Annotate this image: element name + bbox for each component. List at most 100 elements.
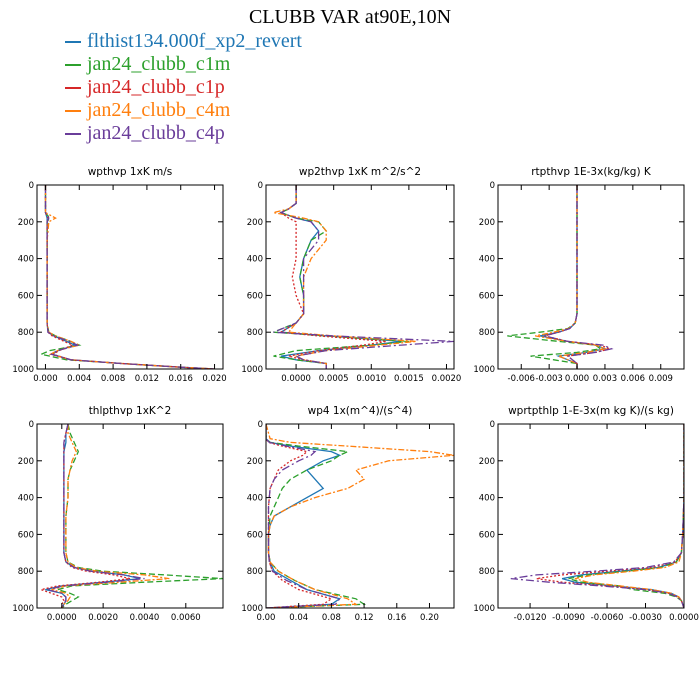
series-line <box>51 424 170 608</box>
chart-panel: wp2thvp 1xK m^2/s^2 0 200 400 600 800 1000 0.00… <box>241 166 461 384</box>
series-line <box>266 424 341 608</box>
y-tick-label: 1000 <box>241 365 263 375</box>
y-tick-label: 200 <box>479 457 495 467</box>
x-tick-label: 0.00 <box>257 613 276 623</box>
x-tick-label: 0.0060 <box>171 613 201 623</box>
x-tick-label: 0.006 <box>621 374 645 384</box>
y-tick-label: 800 <box>247 328 263 338</box>
chart-title: wp2thvp 1xK m^2/s^2 <box>299 166 421 178</box>
legend-swatch <box>65 109 81 112</box>
y-tick-label: 800 <box>18 328 34 338</box>
y-tick-label: 1000 <box>12 604 34 614</box>
series-line <box>266 424 454 608</box>
y-tick-label: 200 <box>247 218 263 228</box>
x-tick-label: 0.04 <box>289 613 308 623</box>
x-tick-label: 0.008 <box>101 374 125 384</box>
series-line <box>266 424 342 608</box>
x-tick-label: 0.0020 <box>88 613 118 623</box>
series-line <box>45 424 141 608</box>
series-line <box>273 185 409 369</box>
y-tick-label: 200 <box>479 218 495 228</box>
series-line <box>568 424 684 608</box>
y-tick-label: 600 <box>247 530 263 540</box>
y-tick-label: 0 <box>29 420 34 430</box>
chart-panel: rtpthvp 1E-3x(kg/kg) K 0 200 400 600 800 1000 -… <box>473 166 685 384</box>
legend-item: jan24_clubb_c4p <box>65 122 302 145</box>
x-tick-label: 0.20 <box>420 613 439 623</box>
plot-frame <box>265 423 455 609</box>
legend-swatch <box>65 132 81 135</box>
legend-item: jan24_clubb_c4m <box>65 99 302 122</box>
x-tick-label: -0.006 <box>508 374 535 384</box>
y-tick-label: 800 <box>479 567 495 577</box>
legend-label: flthist134.000f_xp2_revert <box>87 30 302 52</box>
y-tick-label: 400 <box>18 494 34 504</box>
series-line <box>279 185 387 369</box>
legend-label: jan24_clubb_c4m <box>87 99 231 121</box>
chart-panel: wprtpthlp 1-E-3x(m kg K)/(s kg) 0 200 400 60… <box>473 405 699 623</box>
y-tick-label: 0 <box>258 420 263 430</box>
x-tick-label: 0.003 <box>593 374 617 384</box>
series-line <box>510 424 684 608</box>
series-line <box>544 185 614 369</box>
x-tick-label: 0.0000 <box>281 374 311 384</box>
x-tick-label: -0.003 <box>535 374 562 384</box>
x-tick-label: 0.0000 <box>669 613 699 623</box>
legend-label: jan24_clubb_c1p <box>87 76 225 98</box>
chart-panel: thlpthvp 1xK^2 0 200 400 600 800 1000 0.0000 0.0… <box>12 405 224 623</box>
x-tick-label: -0.0030 <box>629 613 662 623</box>
x-tick-label: -0.0060 <box>591 613 624 623</box>
chart-title: wprtpthlp 1-E-3x(m kg K)/(s kg) <box>508 405 674 417</box>
y-tick-label: 1000 <box>12 365 34 375</box>
x-tick-label: 0.0010 <box>356 374 386 384</box>
legend-swatch <box>65 86 81 89</box>
y-tick-label: 800 <box>18 567 34 577</box>
y-tick-label: 600 <box>479 530 495 540</box>
y-tick-label: 0 <box>258 181 263 191</box>
y-tick-label: 1000 <box>473 604 495 614</box>
x-tick-label: 0.12 <box>355 613 374 623</box>
series-line <box>574 424 684 608</box>
x-tick-label: 0.012 <box>135 374 159 384</box>
legend-item: flthist134.000f_xp2_revert <box>65 30 302 53</box>
series-line <box>44 185 215 369</box>
x-tick-label: 0.000 <box>33 374 57 384</box>
series-line <box>273 185 454 369</box>
x-tick-label: 0.0000 <box>47 613 77 623</box>
plot-frame <box>497 184 685 370</box>
y-tick-label: 1000 <box>473 365 495 375</box>
y-tick-label: 400 <box>247 494 263 504</box>
chart-title: rtpthvp 1E-3x(kg/kg) K <box>531 166 652 178</box>
y-tick-label: 400 <box>18 255 34 265</box>
x-tick-label: 0.004 <box>67 374 91 384</box>
y-tick-label: 600 <box>18 530 34 540</box>
y-tick-label: 0 <box>490 181 495 191</box>
legend: flthist134.000f_xp2_revert jan24_clubb_c1… <box>65 30 302 145</box>
series-line <box>55 424 223 608</box>
series-line <box>47 424 145 608</box>
chart-title: wpthvp 1xK m/s <box>88 166 173 178</box>
page-title: CLUBB VAR at90E,10N <box>248 6 452 28</box>
series-line <box>535 185 608 369</box>
x-tick-label: -0.0120 <box>514 613 547 623</box>
x-tick-label: 0.0040 <box>130 613 160 623</box>
y-tick-label: 800 <box>247 567 263 577</box>
series-line <box>266 424 333 608</box>
legend-swatch <box>65 40 81 43</box>
series-line <box>38 424 131 608</box>
legend-item: jan24_clubb_c1m <box>65 53 302 76</box>
y-tick-label: 400 <box>479 255 495 265</box>
y-tick-label: 0 <box>490 420 495 430</box>
series-line <box>536 424 684 608</box>
x-tick-label: -0.0090 <box>552 613 585 623</box>
plot-frame <box>265 184 455 370</box>
y-tick-label: 600 <box>18 291 34 301</box>
chart-title: wp4 1x(m^4)/(s^4) <box>308 405 413 417</box>
y-tick-label: 0 <box>29 181 34 191</box>
series-line <box>507 185 602 369</box>
x-tick-label: 0.016 <box>169 374 193 384</box>
y-tick-label: 400 <box>479 494 495 504</box>
